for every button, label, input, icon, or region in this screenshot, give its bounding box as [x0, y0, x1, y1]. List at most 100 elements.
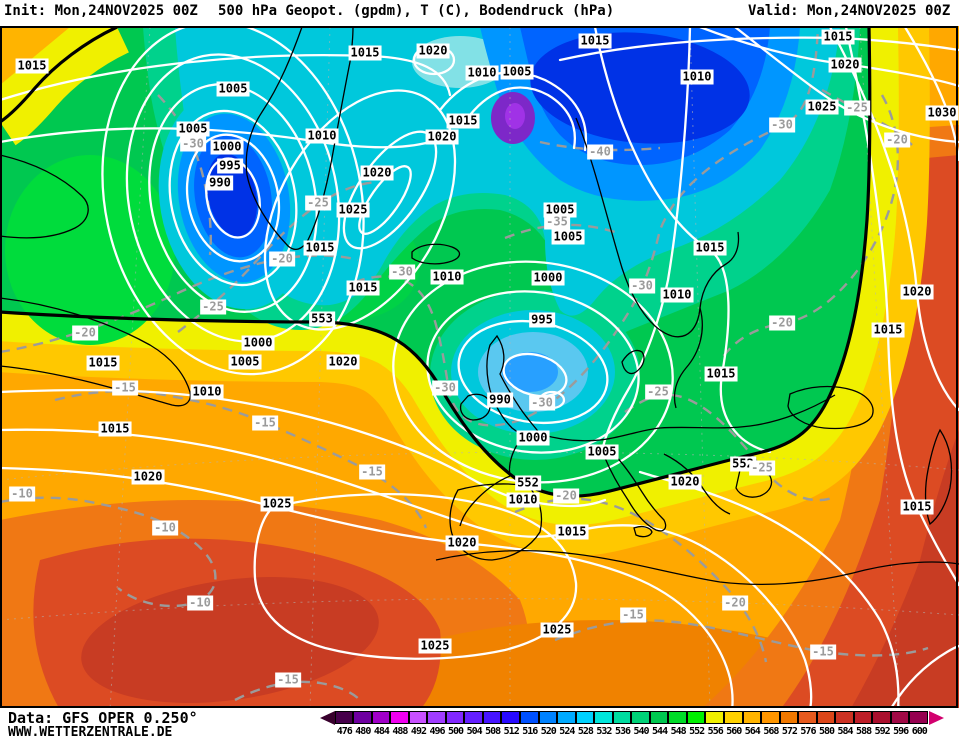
colorbar-tick-label: 484 — [373, 726, 390, 737]
pressure-label: 1025 — [540, 622, 574, 638]
colorbar-cell: 596 — [890, 711, 910, 737]
pressure-label: 1005 — [551, 229, 585, 245]
valid-time-text: Valid: Mon,24NOV2025 00Z — [748, 3, 951, 19]
temperature-label: -25 — [844, 100, 870, 116]
colorbar-swatch — [408, 711, 428, 724]
init-time-text: Init: Mon,24NOV2025 00Z — [4, 3, 198, 19]
pressure-label: 1020 — [900, 284, 934, 300]
fill-deepblue-labrador — [206, 153, 258, 237]
colorbar-tick-label: 556 — [707, 726, 724, 737]
colorbar-tick-label: 544 — [652, 726, 668, 737]
height-label: 552 — [515, 475, 541, 491]
title-bar: Init: Mon,24NOV2025 00Z 500 hPa Geopot. … — [0, 0, 959, 26]
colorbar-swatch — [445, 711, 465, 724]
pressure-label: 1010 — [430, 269, 464, 285]
colorbar-left-arrow — [320, 711, 335, 725]
temperature-label: -25 — [305, 195, 331, 211]
fill-dark-red-se — [851, 430, 959, 708]
colorbar-swatch — [482, 711, 502, 724]
temperature-label: -30 — [389, 264, 415, 280]
colorbar-tick-label: 540 — [633, 726, 649, 737]
colorbar-swatch — [872, 711, 891, 724]
colorbar-swatch — [742, 711, 762, 724]
colorbar-cell: 540 — [631, 711, 651, 737]
colorbar-cell: 560 — [723, 711, 743, 737]
pressure-label: 1005 — [543, 202, 577, 218]
temperature-label: -20 — [769, 315, 795, 331]
colorbar-tick-label: 592 — [874, 726, 891, 737]
pressure-label: 1025 — [805, 99, 839, 115]
pressure-label: 1005 — [176, 121, 210, 137]
temperature-label: -40 — [587, 144, 613, 160]
colorbar-tick-label: 580 — [818, 726, 835, 737]
pressure-label: 1015 — [871, 322, 905, 338]
temperature-label: -15 — [112, 380, 138, 396]
colorbar-tick-label: 532 — [596, 726, 612, 737]
colorbar-tick-label: 568 — [763, 726, 779, 737]
temperature-label: -20 — [269, 251, 295, 267]
colorbar-swatches: 476 480 484 488 492 496 500 504 508 512 516 520 524 5… — [334, 711, 929, 737]
pressure-label: 1010 — [506, 492, 540, 508]
colorbar-swatch — [649, 711, 669, 724]
temperature-label: -15 — [810, 644, 836, 660]
colorbar-tick-label: 588 — [856, 726, 872, 737]
pressure-label: 1020 — [445, 535, 479, 551]
colorbar-swatch — [798, 711, 817, 724]
pressure-label: 1020 — [668, 474, 702, 490]
colorbar-tick-label: 524 — [559, 726, 575, 737]
colorbar-cell: 544 — [649, 711, 669, 737]
chart-params-text: 500 hPa Geopot. (gpdm), T (C), Bodendruc… — [218, 3, 615, 19]
colorbar-cell: 500 — [445, 711, 465, 737]
colorbar-swatch — [686, 711, 706, 724]
colorbar-swatch — [779, 711, 799, 724]
coastlines — [0, 26, 959, 585]
fill-green-bright-w — [5, 155, 175, 345]
colorbar-cell: 584 — [835, 711, 855, 737]
colorbar-cell: 508 — [482, 711, 502, 737]
fill-dark-red-core — [81, 577, 379, 703]
pressure-label: 1025 — [260, 496, 294, 512]
colorbar-cell: 588 — [853, 711, 873, 737]
colorbar-swatch — [371, 711, 391, 724]
pressure-label: 1015 — [704, 366, 738, 382]
colorbar-cell: 492 — [408, 711, 428, 737]
colorbar-tick-label: 548 — [670, 726, 687, 737]
colorbar-swatch — [334, 711, 354, 724]
colorbar-tick-label: 584 — [837, 726, 854, 737]
pressure-label: 1005 — [228, 354, 262, 370]
pressure-label: 1000 — [241, 335, 275, 351]
temperature-label: -35 — [544, 214, 570, 230]
colorbar-swatch — [594, 711, 613, 724]
temperature-label: -15 — [252, 415, 278, 431]
website-text: WWW.WETTERZENTRALE.DE — [8, 725, 173, 740]
pressure-label: 1005 — [585, 444, 619, 460]
pressure-label: 1000 — [531, 270, 565, 286]
pressure-label: 1015 — [900, 499, 934, 515]
colorbar-swatch — [538, 711, 558, 724]
pressure-label: 1010 — [190, 384, 224, 400]
colorbar-cell: 600 — [909, 711, 929, 737]
pressure-label: 1015 — [446, 113, 480, 129]
colorbar-tick-label: 488 — [392, 726, 408, 737]
pressure-label: 1025 — [336, 202, 370, 218]
pressure-label: 1015 — [346, 280, 380, 296]
colorbar-cell: 484 — [371, 711, 391, 737]
temperature-label: -30 — [629, 278, 655, 294]
temperature-label: -25 — [645, 384, 671, 400]
colorbar-swatch — [519, 711, 539, 724]
colorbar-swatch — [612, 711, 632, 724]
pressure-label: 1010 — [680, 69, 714, 85]
temperature-label: -25 — [749, 460, 775, 476]
pressure-label: 1015 — [555, 524, 589, 540]
pressure-label: 1000 — [516, 430, 550, 446]
colorbar-cell: 572 — [779, 711, 799, 737]
pressure-label: 1015 — [303, 240, 337, 256]
colorbar-tick-label: 552 — [689, 726, 705, 737]
map-border — [0, 26, 958, 708]
pressure-label: 1015 — [578, 33, 612, 49]
colorbar-swatch — [816, 711, 836, 724]
colorbar-right-arrow — [928, 711, 944, 725]
colorbar-cell: 488 — [390, 711, 410, 737]
pressure-label: 995 — [529, 312, 555, 328]
